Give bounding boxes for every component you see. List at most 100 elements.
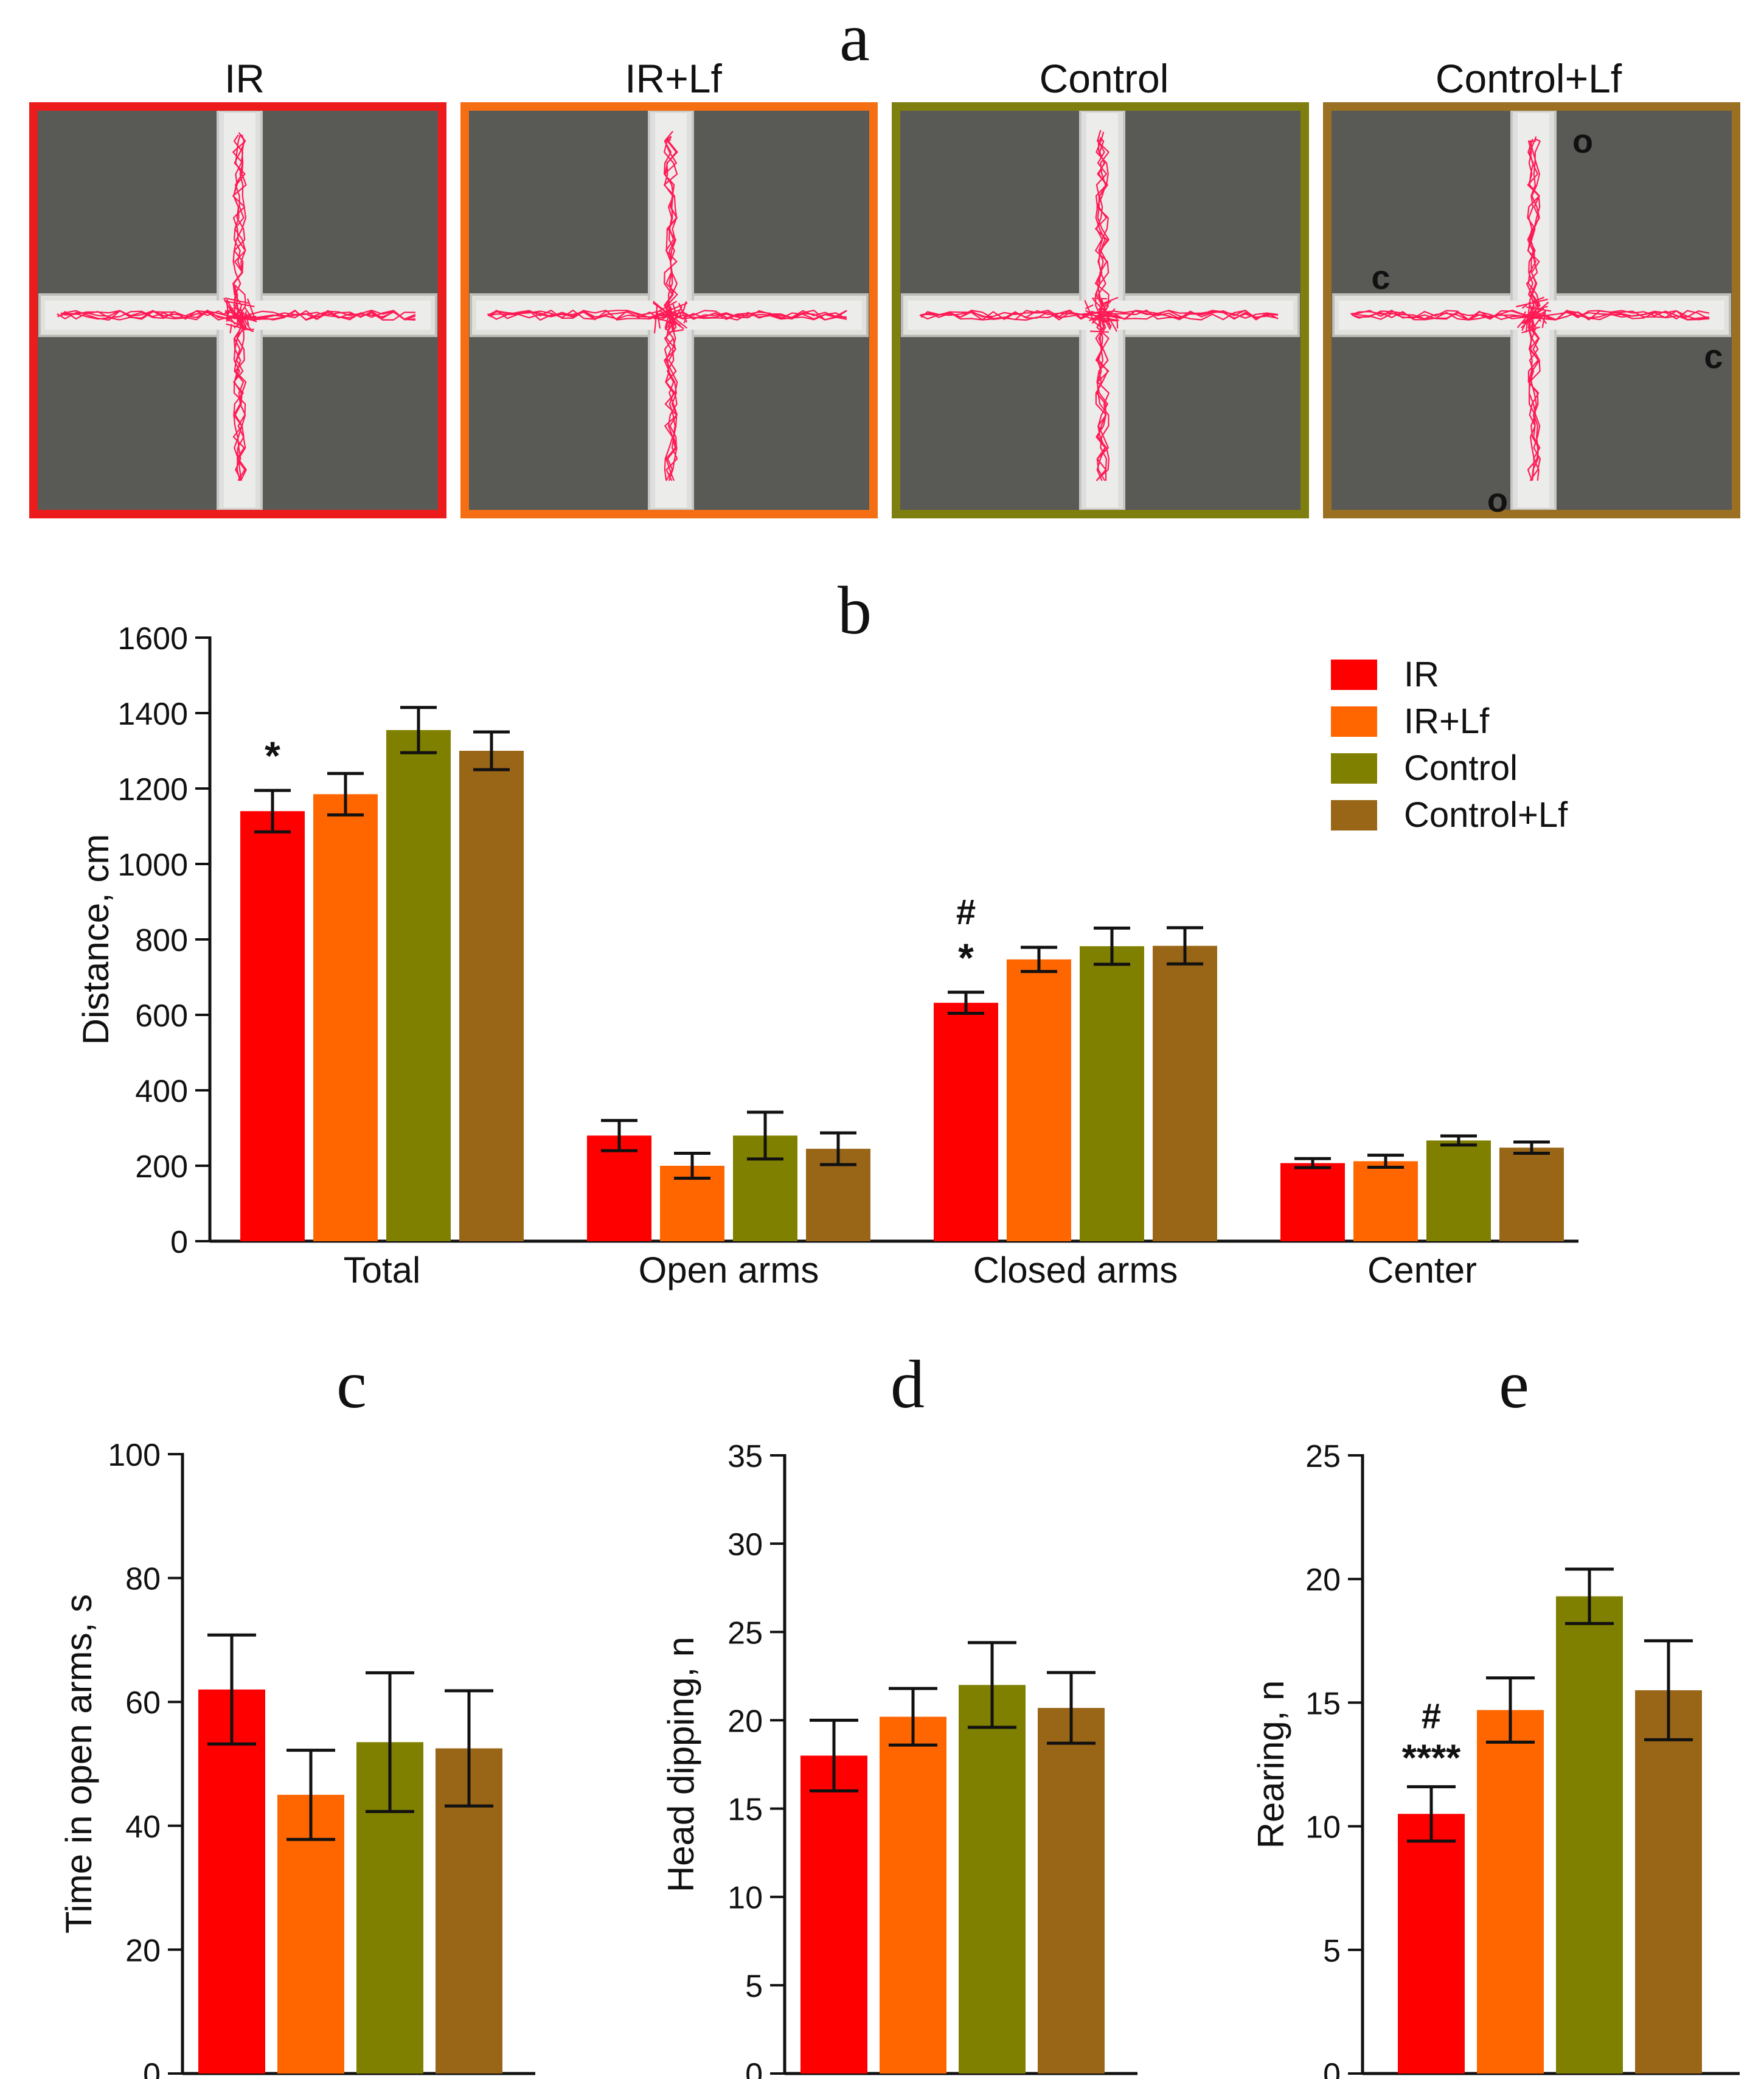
y-tick-label: 400 (135, 1074, 188, 1109)
y-tick-label: 1400 (117, 697, 188, 732)
zone-label-open-top: o (1572, 122, 1594, 160)
track-path (1350, 136, 1710, 481)
bar-control-lf (1635, 1690, 1702, 2074)
significance-mark: # (1422, 1697, 1441, 1736)
legend-item-ir-lf: IR+Lf (1331, 698, 1568, 745)
legend-item-ir: IR (1331, 651, 1568, 698)
maze-drawing (38, 111, 438, 510)
y-tick-label: 20 (1305, 1562, 1341, 1598)
bar-center-ir-lf (1353, 1161, 1418, 1241)
legend-item-control-lf: Control+Lf (1331, 792, 1568, 838)
y-tick-label: 80 (125, 1562, 161, 1597)
legend-swatch-ir (1331, 659, 1377, 690)
bar-control (959, 1685, 1026, 2074)
y-tick-label: 0 (143, 2057, 161, 2079)
x-category-label: Center (1367, 1250, 1477, 1290)
time-open-arms-chart: 0 20 40 60 80 100 Time in open arms, s (58, 1438, 535, 2079)
legend-swatch-control-lf (1331, 799, 1377, 831)
maze-drawing (469, 111, 869, 510)
y-axis-label: Rearing, n (1251, 1680, 1291, 1849)
bar-total-control (386, 730, 451, 1241)
y-tick-label: 20 (125, 1933, 161, 1968)
y-tick-label: 1000 (117, 848, 188, 883)
legend-label-ir: IR (1404, 654, 1439, 694)
y-tick-label: 20 (727, 1704, 763, 1739)
x-category-label: Open arms (639, 1250, 819, 1290)
y-tick-label: 25 (727, 1615, 763, 1651)
significance-mark: **** (1402, 1738, 1461, 1780)
y-tick-label: 15 (727, 1792, 763, 1828)
x-category-label: Total (344, 1250, 421, 1290)
y-tick-label: 0 (1323, 2057, 1341, 2079)
bar-center-ir (1280, 1163, 1345, 1241)
zone-label-closed-right: c (1704, 337, 1723, 375)
bar-control-lf (1038, 1708, 1105, 2074)
track-path (487, 131, 847, 481)
y-tick-label: 0 (745, 2057, 763, 2079)
legend-label-control-lf: Control+Lf (1404, 795, 1568, 835)
x-category-label: Closed arms (973, 1250, 1178, 1290)
maze-image-ir (29, 102, 446, 518)
y-axis-label: Distance, cm (75, 834, 116, 1045)
head-dipping-chart: 0 5 10 15 20 25 30 35 Head dipping, n (661, 1439, 1137, 2079)
distance-bar-chart: 0 200 400 600 800 1000 1200 1400 1600 Distance, c… (75, 621, 1578, 1290)
y-tick-label: 30 (727, 1527, 763, 1562)
y-tick-label: 1600 (117, 621, 188, 656)
y-tick-label: 60 (125, 1685, 161, 1721)
legend: IR IR+Lf Control Control+Lf (1331, 651, 1568, 838)
maze-title-control: Control (1039, 56, 1169, 101)
y-tick-label: 10 (1305, 1810, 1341, 1845)
y-tick-label: 5 (745, 1969, 763, 2004)
bar-ir (1398, 1814, 1465, 2074)
y-tick-label: 25 (1305, 1439, 1341, 1474)
bar-total-control-lf (459, 751, 524, 1241)
bar-closed-arms-control (1080, 946, 1144, 1241)
bar-ir (800, 1755, 867, 2074)
bar-ir-lf (1477, 1710, 1544, 2074)
bar-ir (198, 1689, 265, 2074)
track-path (919, 130, 1279, 481)
panel-letter-c: c (336, 1347, 367, 1423)
significance-mark: * (958, 935, 974, 980)
y-tick-label: 10 (727, 1881, 763, 1916)
bar-closed-arms-ir (934, 1003, 998, 1241)
legend-label-ir-lf: IR+Lf (1404, 701, 1490, 741)
y-axis-label: Head dipping, n (661, 1637, 701, 1892)
zone-label-closed-left: c (1371, 258, 1391, 296)
y-tick-label: 100 (108, 1438, 161, 1473)
legend-swatch-ir-lf (1331, 706, 1377, 737)
maze-image-control (892, 102, 1309, 518)
y-tick-label: 800 (135, 923, 188, 958)
y-tick-label: 600 (135, 998, 188, 1034)
legend-label-control: Control (1404, 748, 1518, 788)
y-tick-label: 200 (135, 1149, 188, 1185)
rearing-chart: 0 5 10 15 20 25 Rearing, n ****# (1251, 1439, 1740, 2079)
maze-title-ir-lf: IR+Lf (625, 56, 722, 101)
y-tick-label: 40 (125, 1809, 161, 1845)
panel-letter-e: e (1499, 1347, 1529, 1423)
y-tick-label: 15 (1305, 1686, 1341, 1721)
y-tick-label: 35 (727, 1439, 763, 1474)
bar-total-ir (240, 811, 305, 1241)
bar-center-control-lf (1499, 1147, 1564, 1241)
maze-drawing (1332, 111, 1732, 510)
bar-closed-arms-control-lf (1153, 945, 1217, 1241)
maze-title-ir: IR (224, 56, 265, 101)
bar-total-ir-lf (313, 794, 378, 1241)
y-tick-label: 1200 (117, 772, 188, 807)
y-tick-label: 5 (1323, 1934, 1341, 1969)
maze-image-ir-lf (460, 102, 878, 518)
bar-control (1556, 1596, 1623, 2074)
significance-mark: # (956, 893, 976, 932)
bar-open-arms-ir (587, 1135, 651, 1241)
y-tick-label: 0 (170, 1225, 188, 1260)
maze-image-control-lf: o c c o (1323, 102, 1740, 518)
maze-title-control-lf: Control+Lf (1435, 56, 1622, 101)
zone-label-open-bottom: o (1487, 481, 1509, 519)
panel-letter-d: d (891, 1347, 925, 1423)
legend-item-control: Control (1331, 745, 1568, 792)
y-axis-label: Time in open arms, s (58, 1594, 99, 1934)
bar-ir-lf (880, 1716, 946, 2074)
panel-letter-a: a (839, 0, 870, 75)
maze-drawing (900, 111, 1300, 510)
